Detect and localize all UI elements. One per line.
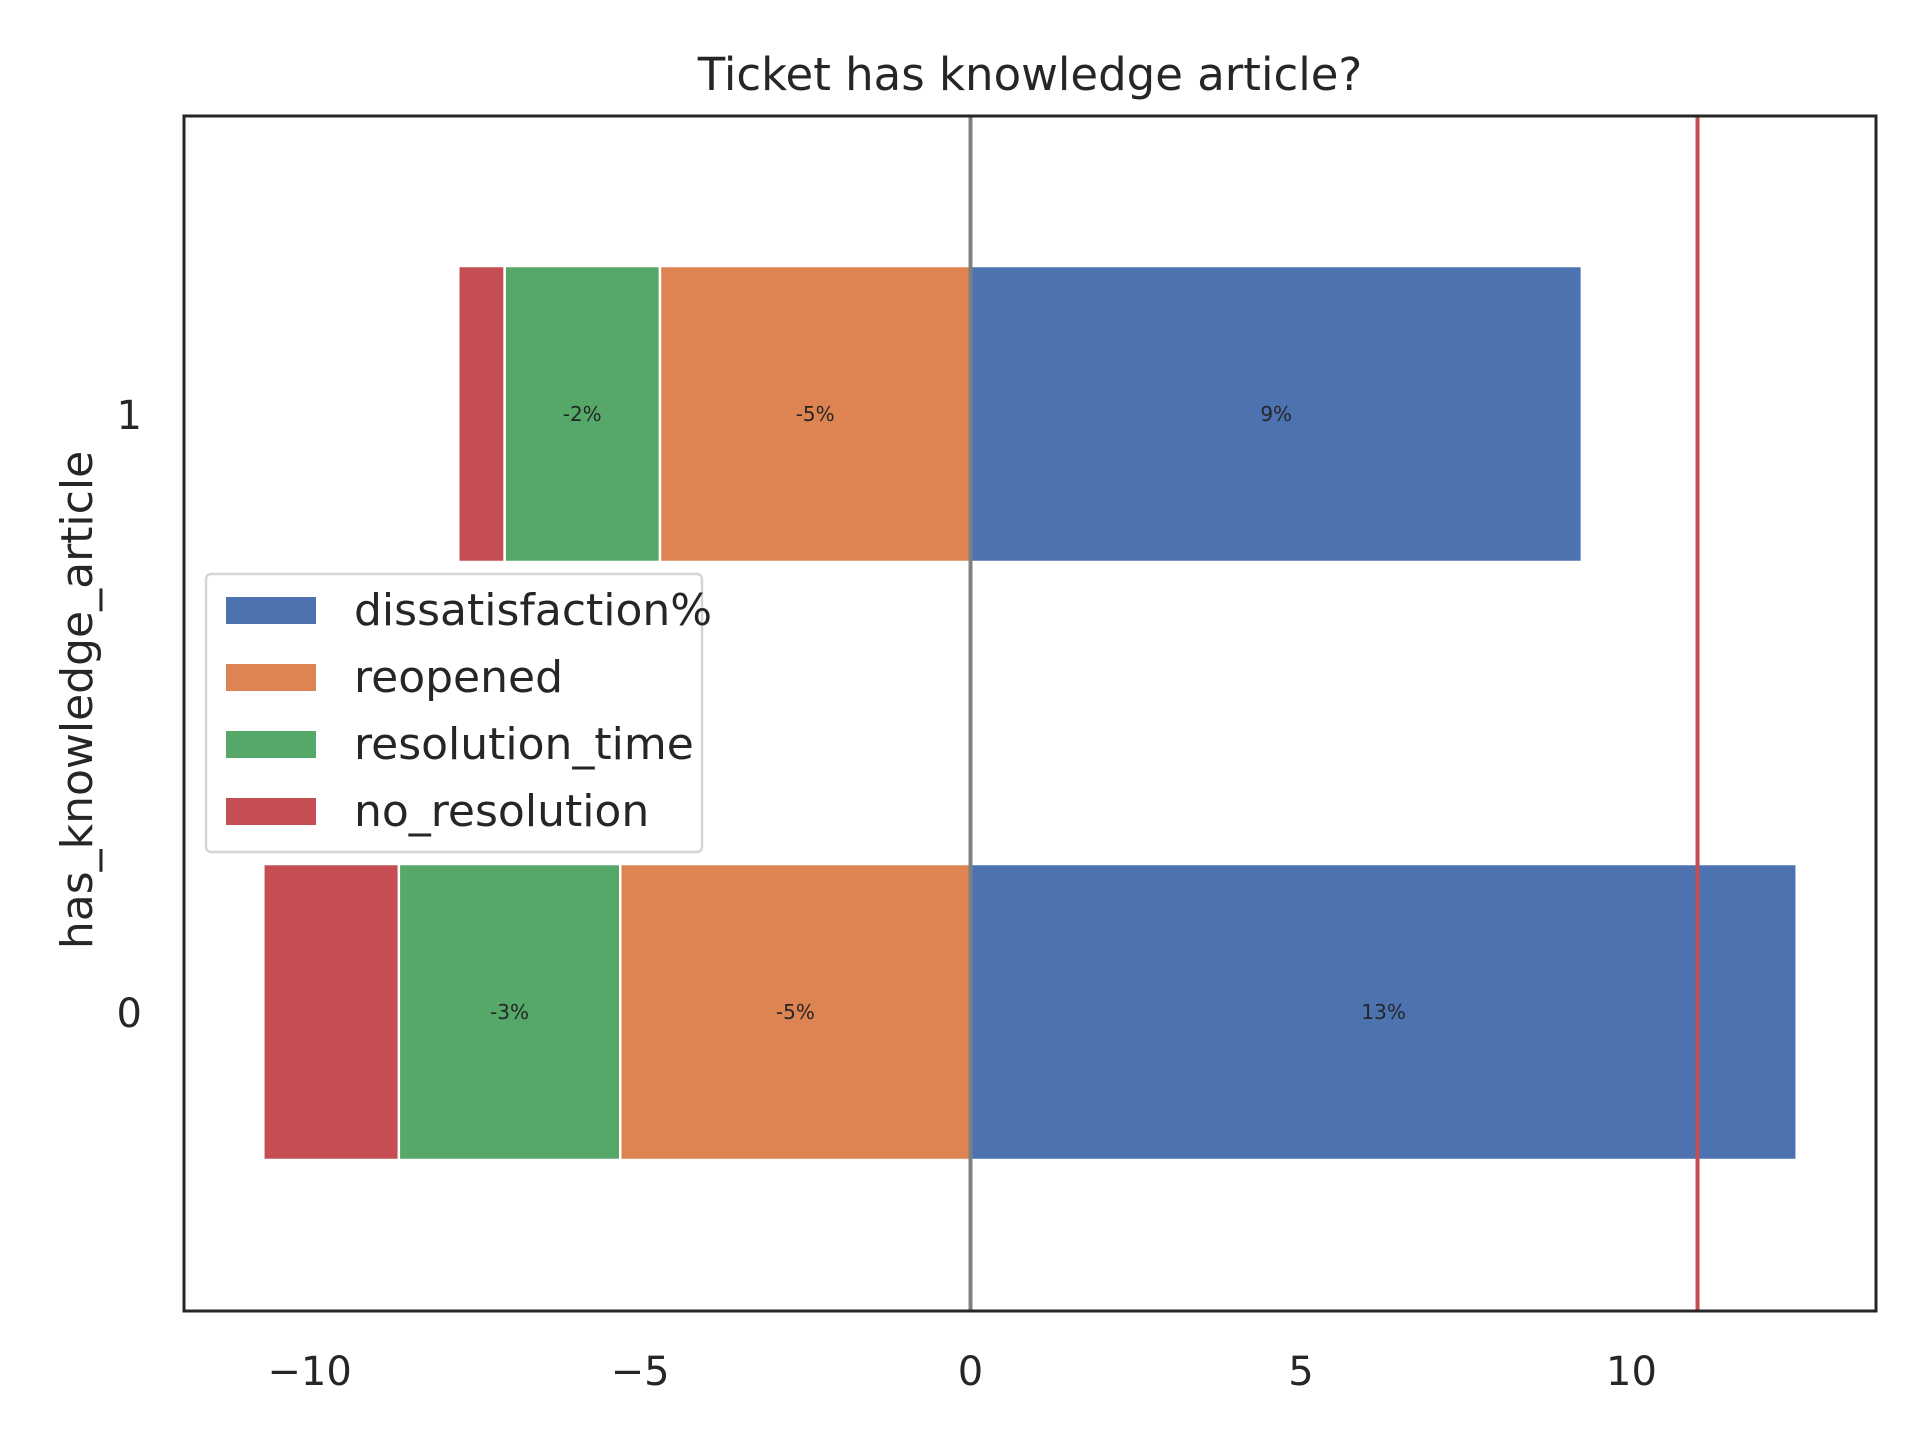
bar-reopened-1 xyxy=(658,264,972,564)
y-axis-label: has_knowledge_article xyxy=(52,451,103,949)
bar-no-resolution-1 xyxy=(457,264,506,564)
y-tick-label: 1 xyxy=(117,393,142,439)
y-axis-ticks: 10 xyxy=(117,393,142,1037)
bar-no-resolution-0 xyxy=(262,862,401,1162)
legend-label: no_resolution xyxy=(354,786,649,837)
legend-swatch xyxy=(226,731,316,758)
legend-swatch xyxy=(226,798,316,825)
bar-data-label: -5% xyxy=(796,402,835,426)
bar-dissatisfaction-0 xyxy=(969,862,1798,1162)
y-tick-label: 0 xyxy=(117,991,142,1037)
legend-box xyxy=(204,572,704,854)
x-tick-label: 10 xyxy=(1606,1349,1657,1395)
x-tick-label: 5 xyxy=(1288,1349,1313,1395)
bar-resolution-time-1 xyxy=(503,264,662,564)
legend: dissatisfaction% reopened resolution_timen… xyxy=(204,572,712,854)
legend-swatch xyxy=(226,664,316,691)
bar-data-label: -2% xyxy=(563,402,602,426)
bar-dissatisfaction-1 xyxy=(969,264,1584,564)
x-tick-label: −10 xyxy=(267,1349,351,1395)
bar-data-label: -3% xyxy=(490,1000,529,1024)
bar-data-label: 13% xyxy=(1361,1000,1405,1024)
bar-resolution-time-0 xyxy=(397,862,622,1162)
bar-data-label: -5% xyxy=(776,1000,815,1024)
legend-label: reopened xyxy=(354,652,563,703)
bar-reopened-0 xyxy=(618,862,972,1162)
bars-group: 9% 13% -5% -5% -2% -3% xyxy=(262,264,1798,1162)
reference-lines xyxy=(968,116,1700,1311)
legend-label: resolution_time xyxy=(354,719,694,770)
legend-label: dissatisfaction% xyxy=(354,585,712,636)
bar-data-label: 9% xyxy=(1260,402,1292,426)
x-axis-ticks: −10 −5 0 5 10 xyxy=(267,1349,1657,1395)
plot-frame xyxy=(182,114,1878,1313)
chart-title: Ticket has knowledge article? xyxy=(697,48,1363,101)
x-tick-label: −5 xyxy=(611,1349,670,1395)
legend-swatch xyxy=(226,597,316,624)
x-tick-label: 0 xyxy=(958,1349,983,1395)
